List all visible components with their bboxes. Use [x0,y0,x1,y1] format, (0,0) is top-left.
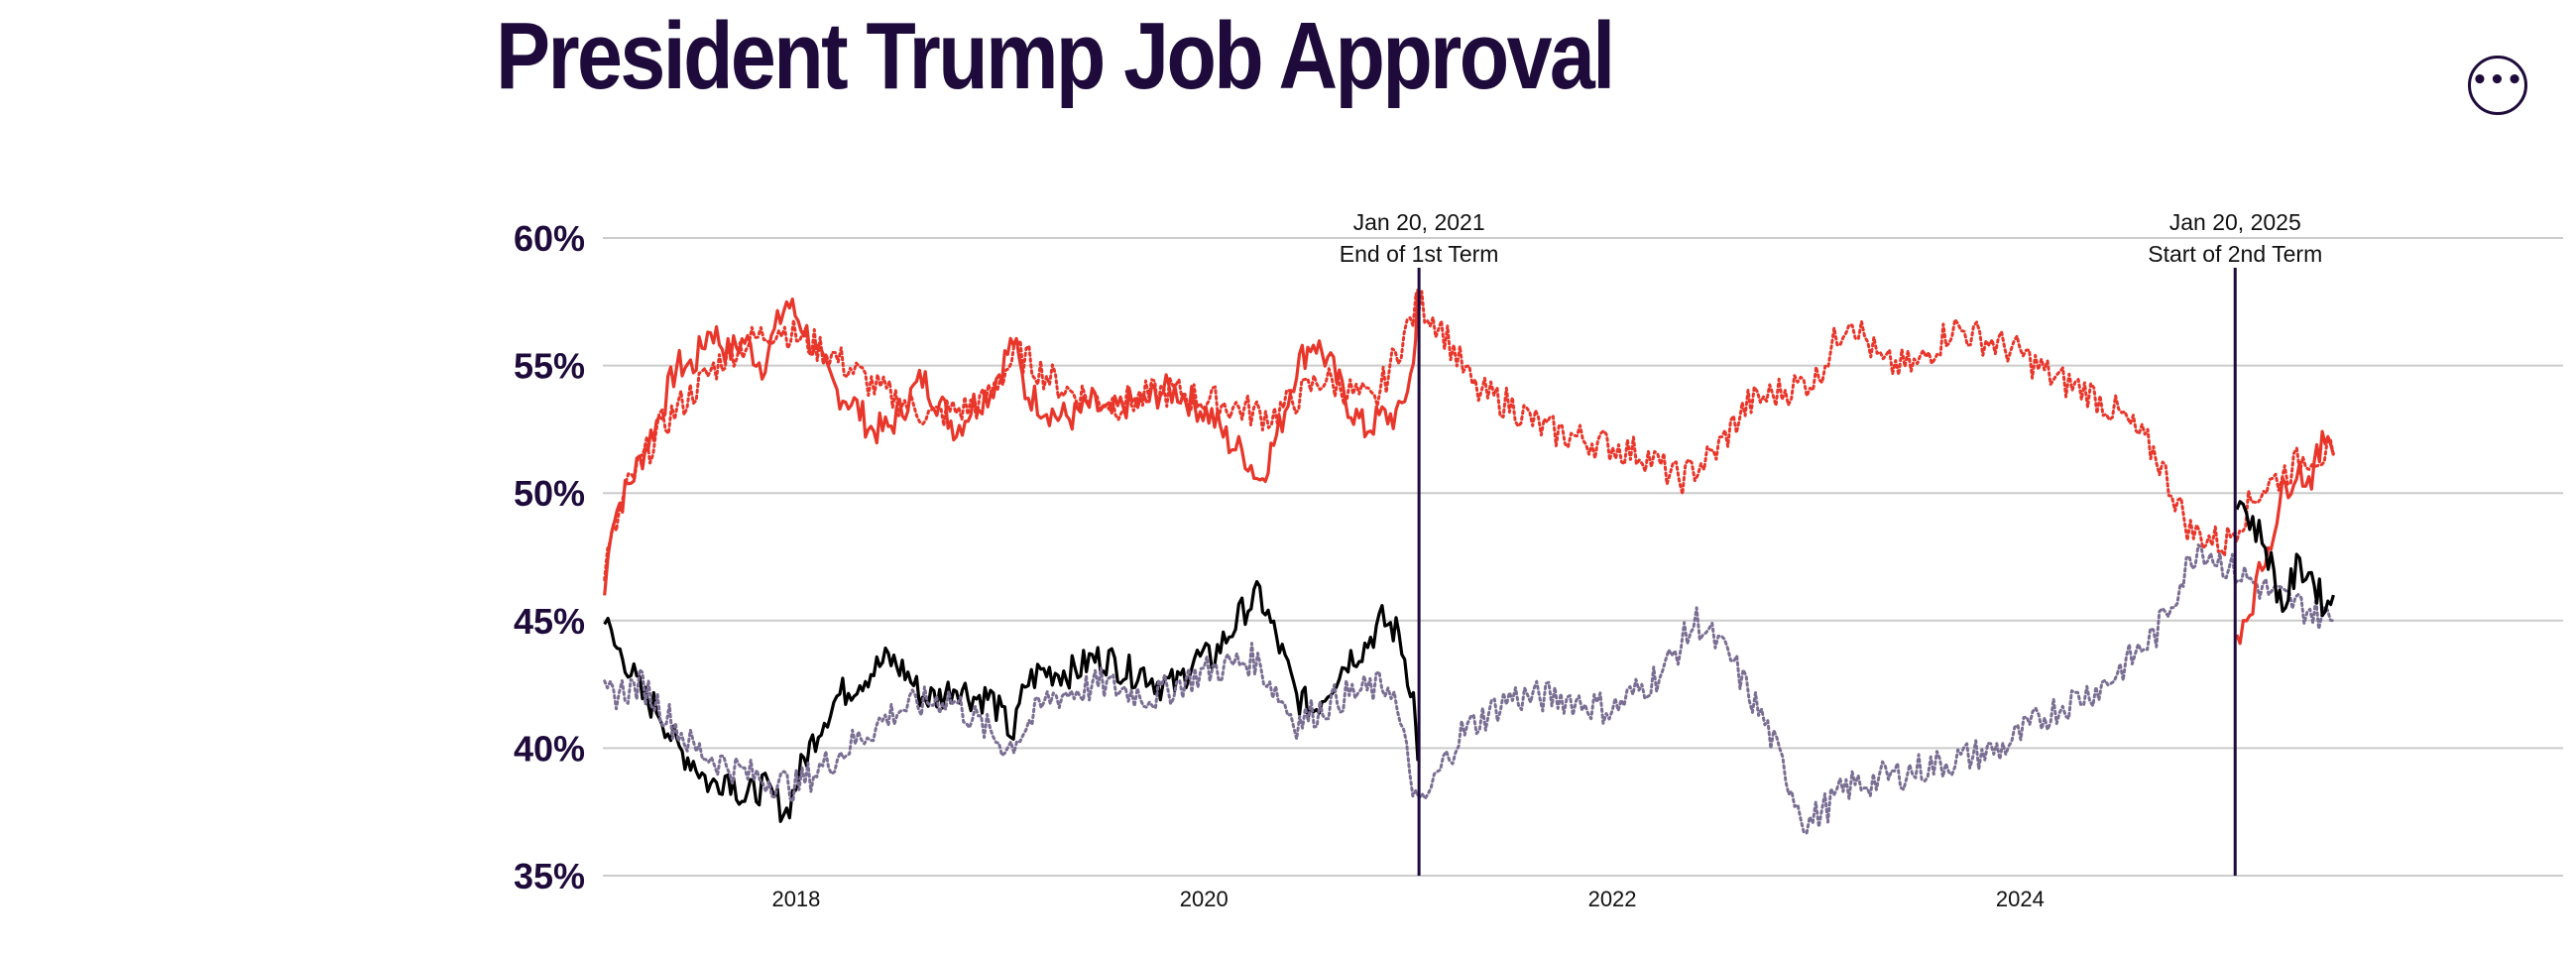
annotation-label: End of 1st Term [1340,241,1499,267]
y-tick-label: 50% [514,473,585,514]
series-line [603,289,1420,596]
series-layer [603,289,2335,835]
series-line [603,543,2335,835]
series-line [2235,500,2335,618]
more-horizontal-icon: ••• [2471,65,2524,95]
series-line [603,290,2335,582]
series-line [2235,429,2335,646]
annotation-label: Start of 2nd Term [2148,241,2322,267]
x-tick-label: 2022 [1588,887,1637,911]
marker-layer [1417,268,2237,876]
x-tick-label: 2024 [1996,887,2045,911]
more-options-button[interactable]: ••• [2468,56,2527,115]
page-title: President Trump Job Approval [496,3,1615,109]
y-tick-label: 35% [514,856,585,896]
y-tick-label: 45% [514,601,585,642]
x-tick-label: 2018 [771,887,820,911]
series-line [603,579,1420,823]
y-tick-label: 40% [514,728,585,769]
label-layer: 60% 55% 50% 45% 40% 35% 2018 2020 2022 2024 Jan 20… [514,209,2322,911]
annotation-date: Jan 20, 2025 [2169,209,2301,235]
y-tick-label: 60% [514,218,585,259]
x-tick-label: 2020 [1180,887,1229,911]
y-tick-label: 55% [514,346,585,387]
annotation-date: Jan 20, 2021 [1353,209,1485,235]
